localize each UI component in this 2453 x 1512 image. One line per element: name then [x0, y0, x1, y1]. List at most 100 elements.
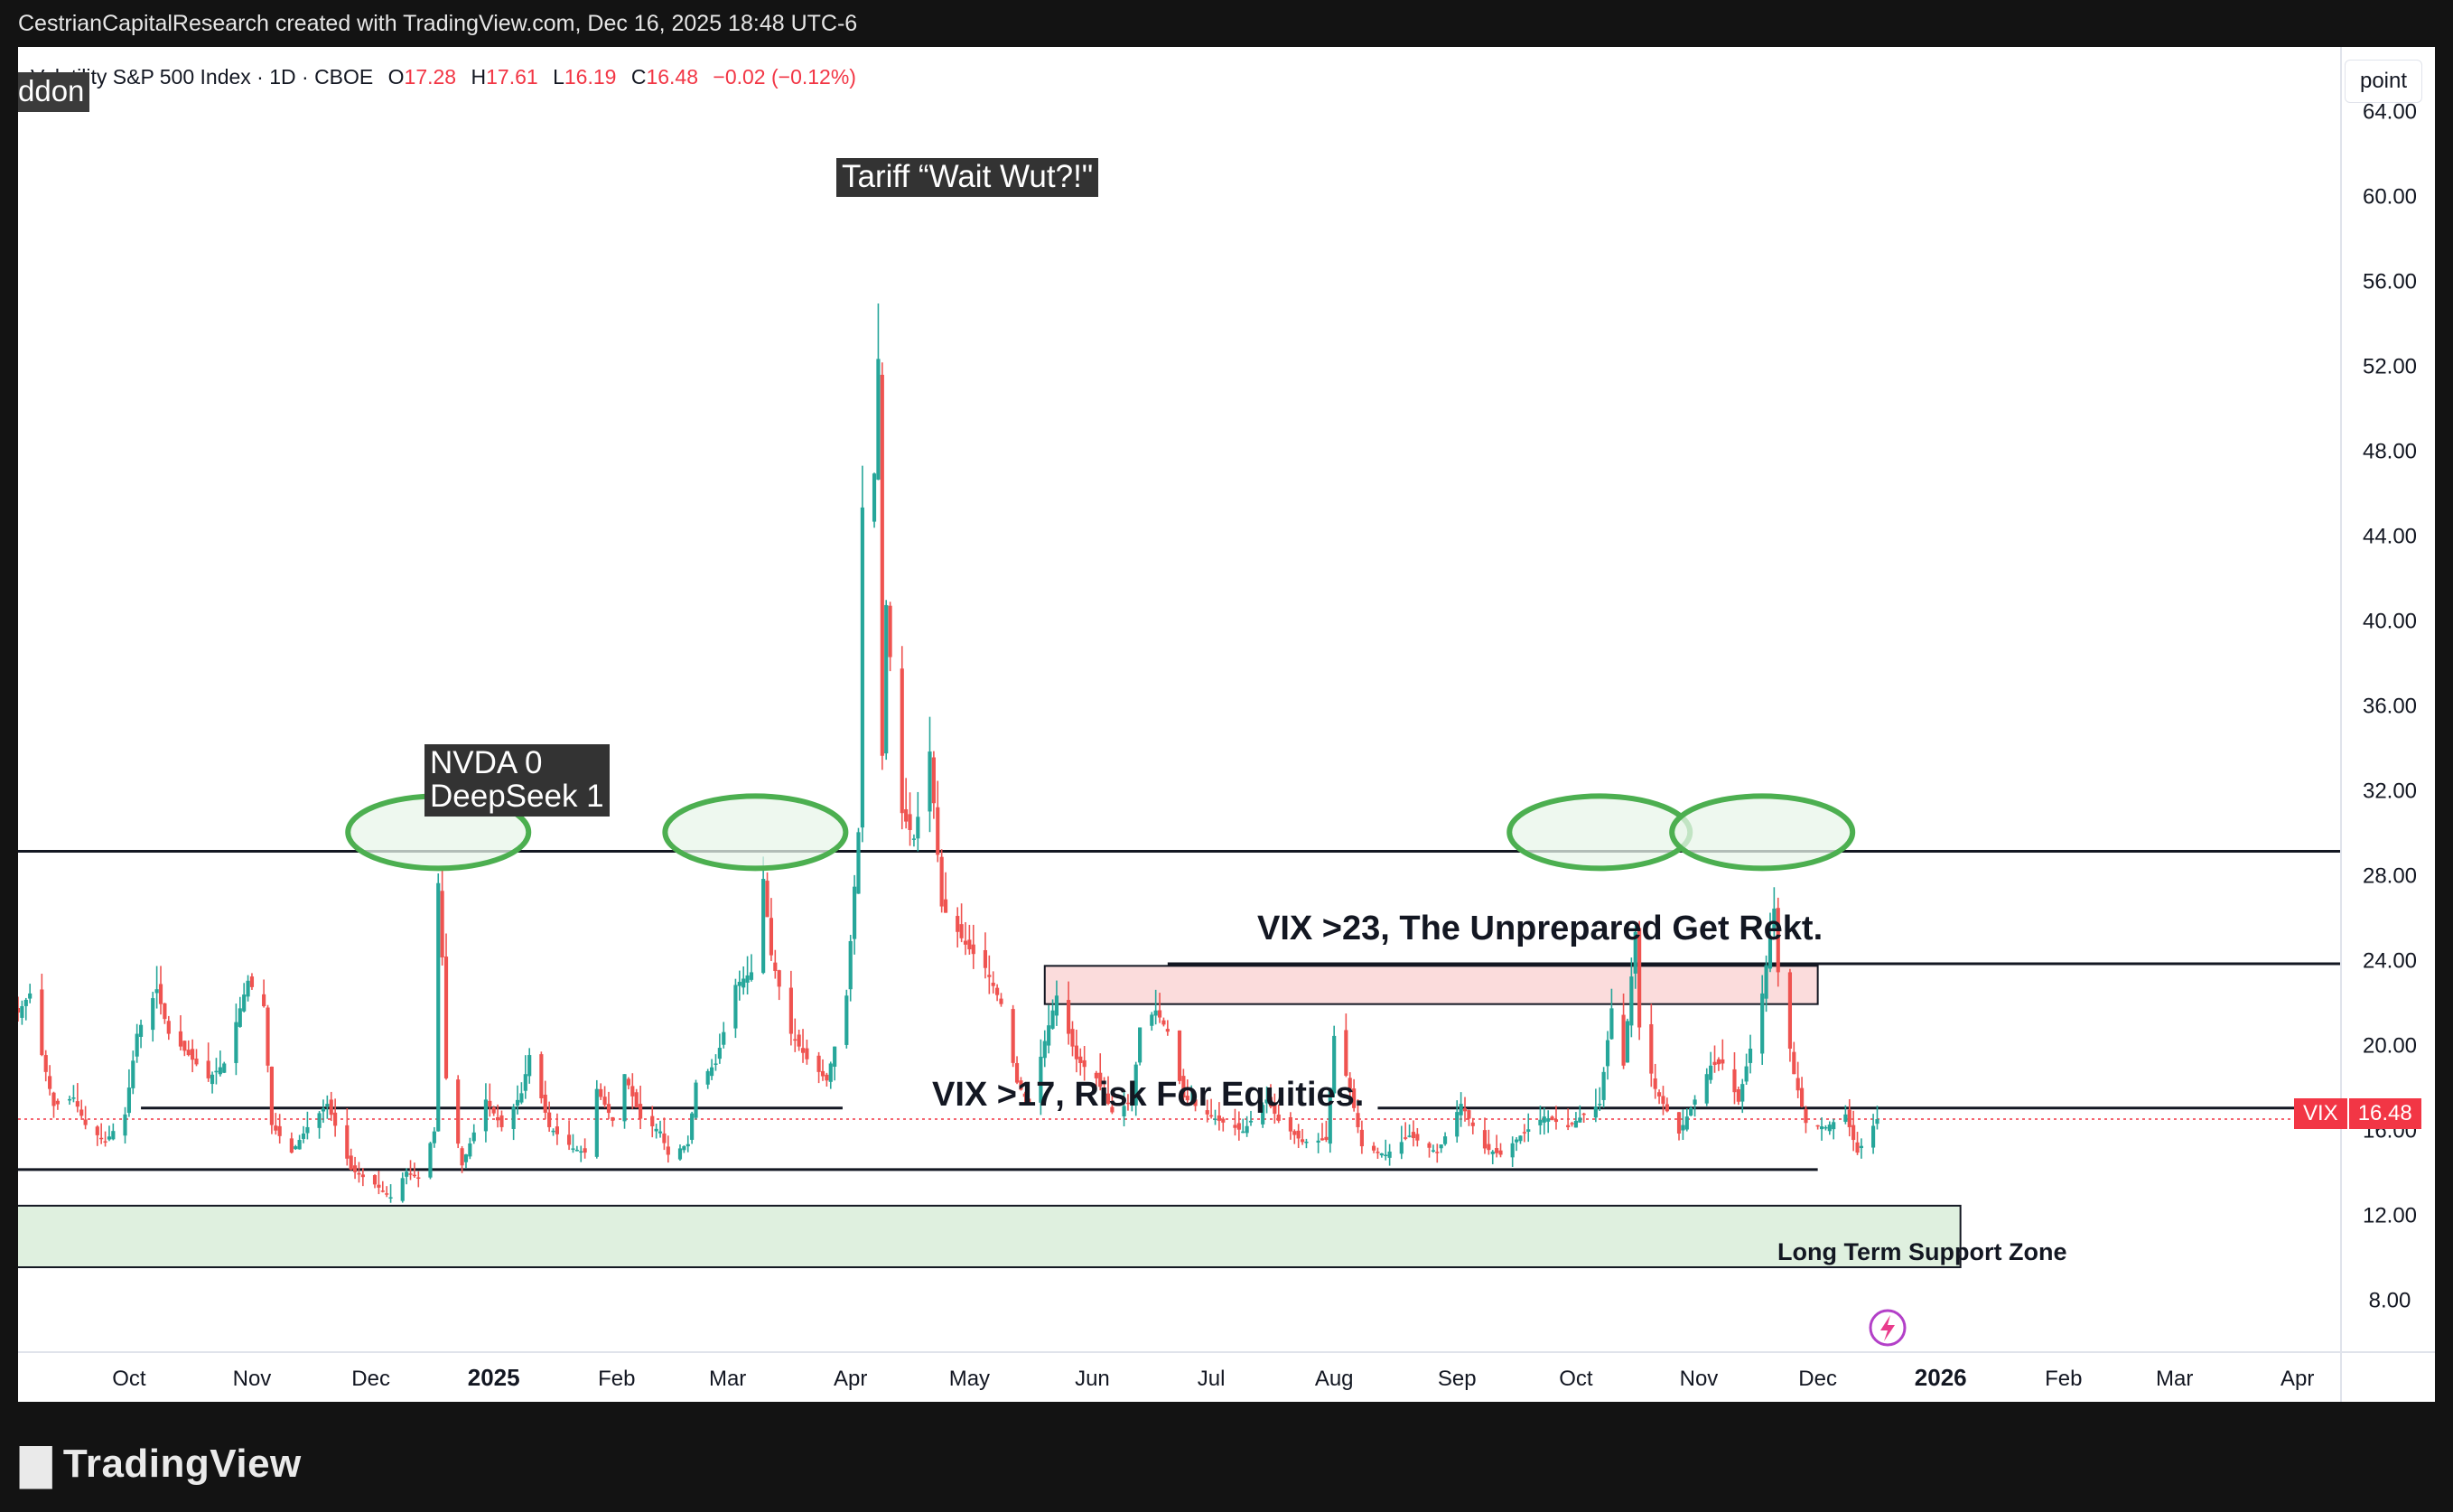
candle — [539, 1051, 544, 1104]
annotation-vix-17: VIX >17, Risk For Equities. — [932, 1076, 1364, 1114]
candle — [1130, 1099, 1134, 1112]
candle-body — [1656, 1092, 1662, 1097]
candle — [788, 970, 793, 1046]
candle-body — [1411, 1132, 1416, 1139]
candle-body — [1847, 1109, 1851, 1127]
candle-body — [1633, 931, 1637, 974]
candle-body — [1593, 1106, 1598, 1118]
candle-body — [103, 1141, 107, 1143]
candle — [1241, 1118, 1245, 1134]
candle — [1656, 1089, 1662, 1105]
candle-body — [686, 1143, 690, 1147]
candle-body — [191, 1049, 195, 1060]
candle — [519, 1082, 524, 1105]
candle-body — [1042, 1041, 1047, 1059]
y-tick-label: 48.00 — [2363, 439, 2417, 463]
tradingview-logo[interactable]: ▇ TradingView — [20, 1440, 302, 1489]
candle-body — [543, 1094, 547, 1113]
candle — [1827, 1121, 1832, 1135]
symbol-legend[interactable]: Volatility S&P 500 Index · 1D · CBOE O17… — [31, 65, 856, 89]
candle-body — [1039, 1056, 1043, 1103]
candle — [1404, 1122, 1408, 1141]
candle — [1609, 988, 1614, 1040]
candle — [385, 1186, 389, 1198]
lightning-icon[interactable] — [1869, 1309, 1907, 1347]
candle-body — [1526, 1129, 1531, 1133]
candle — [1514, 1137, 1519, 1152]
note-nvda-line-1: NVDA 0 — [430, 745, 543, 780]
candle-body — [606, 1104, 611, 1114]
candle-body — [1721, 1059, 1725, 1064]
candle — [1102, 1077, 1106, 1099]
candle-body — [294, 1146, 298, 1150]
candle-body — [360, 1174, 365, 1178]
candle-body — [123, 1114, 127, 1136]
candle — [662, 1117, 667, 1151]
candle — [1268, 1084, 1273, 1109]
candle — [1601, 1067, 1606, 1108]
candle — [666, 1135, 670, 1163]
candle — [1042, 1030, 1047, 1068]
candle-body — [1843, 1114, 1848, 1122]
candle-body — [222, 1063, 227, 1073]
vix-chart[interactable]: 64.00 60.00 56.00 52.00 48.00 44.00 40.00 36.00… — [18, 47, 2435, 1402]
annotation-support-zone: Long Term Support Zone — [1777, 1238, 2066, 1265]
candle — [1442, 1132, 1448, 1146]
candle-body — [1681, 1125, 1685, 1131]
attribution-bar: CestrianCapitalResearch created with Tra… — [0, 0, 2453, 47]
candle-body — [345, 1125, 350, 1159]
candle-body — [289, 1138, 294, 1153]
candle — [55, 1098, 60, 1110]
candle — [1518, 1135, 1523, 1144]
candle — [555, 1113, 559, 1145]
candle-body — [380, 1190, 385, 1192]
candle — [1415, 1127, 1420, 1147]
candle-body — [1709, 1065, 1713, 1080]
candle — [242, 983, 247, 1013]
candle-body — [1570, 1123, 1574, 1125]
candle — [848, 934, 853, 1002]
addon-tag[interactable]: ddon — [18, 72, 90, 112]
candle — [158, 966, 163, 1015]
candle-body — [872, 473, 877, 522]
candle-body — [305, 1126, 310, 1134]
candle — [262, 979, 266, 1008]
candle — [289, 1132, 294, 1154]
x-tick-label: May — [949, 1367, 990, 1391]
annotation-vix-23: VIX >23, The Unprepared Get Rekt. — [1257, 910, 1823, 947]
candle-body — [1348, 1078, 1352, 1089]
candle — [1177, 1030, 1182, 1085]
candle — [1082, 1045, 1087, 1081]
unit-label[interactable]: point — [2345, 60, 2422, 103]
candle-body — [1542, 1116, 1546, 1123]
candle-body — [1538, 1119, 1543, 1125]
candle-body — [959, 924, 964, 938]
candle-body — [1177, 1030, 1182, 1081]
candle-body — [1744, 1066, 1749, 1082]
candle — [543, 1080, 547, 1120]
chart-frame[interactable]: 64.00 60.00 56.00 52.00 48.00 44.00 40.00 36.00… — [18, 47, 2435, 1402]
candle-body — [352, 1165, 358, 1172]
ellipses — [345, 793, 1856, 872]
candle — [269, 1066, 274, 1134]
candle — [1843, 1105, 1848, 1125]
candle — [547, 1101, 552, 1133]
candle-body — [860, 507, 864, 828]
candle — [594, 1079, 599, 1159]
candle — [1598, 1087, 1602, 1111]
time-axis[interactable]: Oct Nov Dec 2025 Feb Mar Apr May Jun Jul Aug Sep Oct… — [18, 1351, 2435, 1391]
candle — [1356, 1099, 1360, 1134]
candle-body — [468, 1143, 472, 1157]
candle — [816, 1051, 821, 1084]
candle — [1384, 1139, 1388, 1161]
candle — [1795, 1061, 1800, 1098]
candle — [971, 924, 975, 969]
candle-body — [705, 1070, 710, 1085]
candle-body — [856, 832, 861, 894]
x-tick-label: Oct — [1559, 1367, 1593, 1391]
candle — [1855, 1132, 1860, 1155]
price-axis[interactable]: 64.00 60.00 56.00 52.00 48.00 44.00 40.00 36.00… — [2340, 47, 2435, 1402]
candle-body — [206, 1060, 210, 1078]
candle-body — [385, 1193, 389, 1195]
candle — [277, 1114, 282, 1144]
